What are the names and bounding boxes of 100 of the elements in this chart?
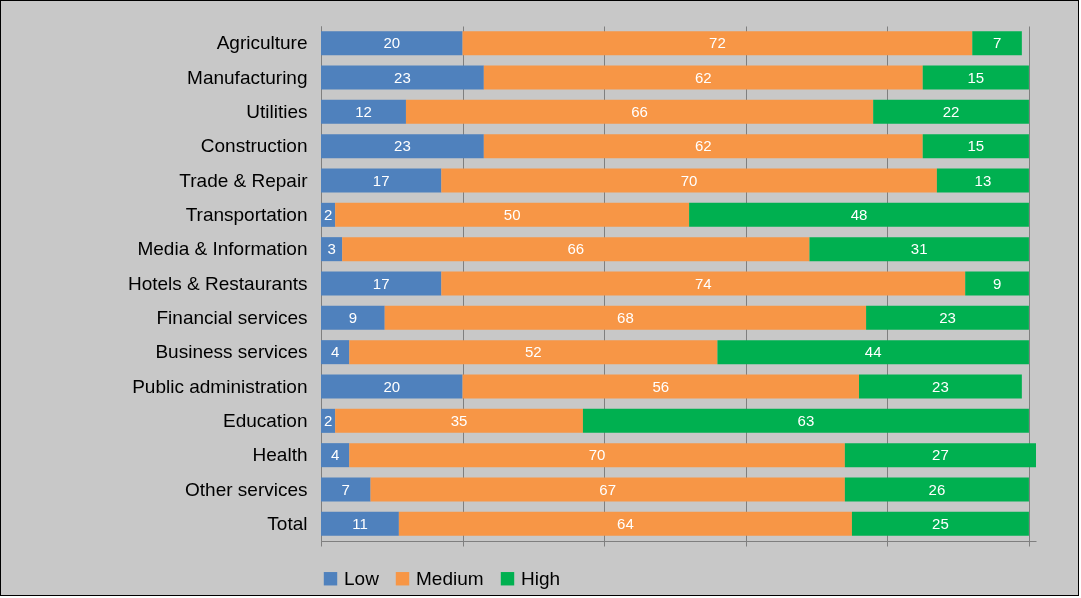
data-label: 22 — [942, 102, 960, 120]
data-label: 62 — [694, 137, 712, 155]
data-label: 15 — [967, 68, 985, 86]
y-tick-label: Construction — [200, 135, 308, 157]
bar — [922, 134, 1029, 159]
bar — [441, 271, 966, 296]
data-label: 70 — [680, 171, 698, 189]
data-label: 7 — [341, 480, 350, 498]
data-label: 67 — [599, 480, 617, 498]
y-tick-label: Total — [267, 512, 308, 534]
bar — [851, 511, 1029, 536]
legend-label: Medium — [416, 567, 484, 589]
data-label: 20 — [383, 377, 401, 395]
data-label: 23 — [932, 377, 949, 395]
bar — [321, 271, 442, 296]
bar — [859, 374, 1022, 399]
bar — [483, 134, 923, 159]
legend-label: High — [521, 567, 561, 589]
data-label: 7 — [992, 34, 1002, 52]
bar — [349, 340, 718, 365]
data-label: 23 — [394, 137, 411, 155]
data-label: 2 — [323, 205, 333, 223]
y-tick-label: Manufacturing — [187, 66, 308, 88]
bar — [965, 271, 1029, 296]
bar — [462, 374, 860, 399]
y-tick-label: Public administration — [132, 375, 308, 397]
bar — [922, 65, 1029, 90]
bar — [936, 168, 1029, 193]
bar — [844, 477, 1029, 502]
data-label: 12 — [355, 102, 372, 120]
data-label: 20 — [383, 34, 401, 52]
data-label: 9 — [992, 274, 1002, 292]
bar — [321, 65, 484, 90]
data-label: 4 — [330, 446, 340, 464]
y-tick-label: Trade & Repair — [179, 169, 309, 191]
bar — [462, 31, 973, 56]
data-label: 31 — [910, 240, 928, 258]
bar — [689, 202, 1029, 227]
bar — [349, 443, 845, 468]
data-label: 70 — [588, 446, 606, 464]
data-label: 35 — [450, 411, 468, 429]
data-label: 23 — [394, 68, 411, 86]
bar — [321, 99, 406, 124]
bar — [321, 305, 385, 330]
bar — [483, 65, 923, 90]
data-label: 26 — [928, 480, 946, 498]
bar — [873, 99, 1029, 124]
bar — [844, 443, 1036, 468]
y-tick-label: Agriculture — [216, 32, 308, 54]
data-label: 52 — [525, 343, 542, 361]
data-label: 17 — [372, 171, 390, 189]
data-label: 64 — [617, 514, 634, 532]
data-label: 4 — [330, 343, 340, 361]
data-label: 72 — [709, 34, 726, 52]
bar — [321, 443, 350, 468]
data-label: 66 — [631, 102, 648, 120]
legend-label: Low — [344, 567, 380, 589]
data-label: 23 — [939, 308, 956, 326]
data-label: 56 — [652, 377, 670, 395]
bar — [717, 340, 1029, 365]
y-tick-label: Utilities — [246, 100, 308, 122]
bar — [321, 477, 371, 502]
y-tick-label: Business services — [155, 341, 308, 363]
bar — [335, 408, 583, 433]
bar — [384, 305, 867, 330]
bar — [405, 99, 874, 124]
bar — [321, 134, 484, 159]
bar — [321, 31, 463, 56]
bar — [441, 168, 937, 193]
y-tick-label: Other services — [185, 478, 308, 500]
data-label: 9 — [348, 308, 358, 326]
bar — [398, 511, 852, 536]
data-label: 25 — [932, 514, 949, 532]
bar — [321, 340, 350, 365]
data-label: 66 — [567, 240, 585, 258]
bar — [321, 511, 399, 536]
data-label: 13 — [974, 171, 992, 189]
bar — [342, 237, 810, 262]
data-label: 50 — [503, 205, 521, 223]
bar — [866, 305, 1029, 330]
data-label: 2 — [323, 411, 333, 429]
y-tick-label: Transportation — [185, 203, 308, 225]
bar — [321, 374, 463, 399]
data-label: 68 — [617, 308, 634, 326]
y-tick-label: Health — [252, 444, 308, 466]
bar — [370, 477, 845, 502]
bar — [809, 237, 1029, 262]
data-label: 15 — [967, 137, 985, 155]
y-tick-label: Financial services — [156, 306, 308, 328]
bar — [582, 408, 1029, 433]
data-label: 63 — [797, 411, 815, 429]
data-label: 62 — [694, 68, 712, 86]
y-tick-label: Hotels & Restaurants — [127, 272, 308, 294]
bar — [321, 168, 442, 193]
bar — [972, 31, 1022, 56]
data-label: 27 — [932, 446, 949, 464]
data-label: 3 — [327, 240, 336, 258]
data-label: 48 — [850, 205, 868, 223]
y-tick-label: Education — [222, 409, 308, 431]
data-label: 11 — [352, 514, 368, 532]
